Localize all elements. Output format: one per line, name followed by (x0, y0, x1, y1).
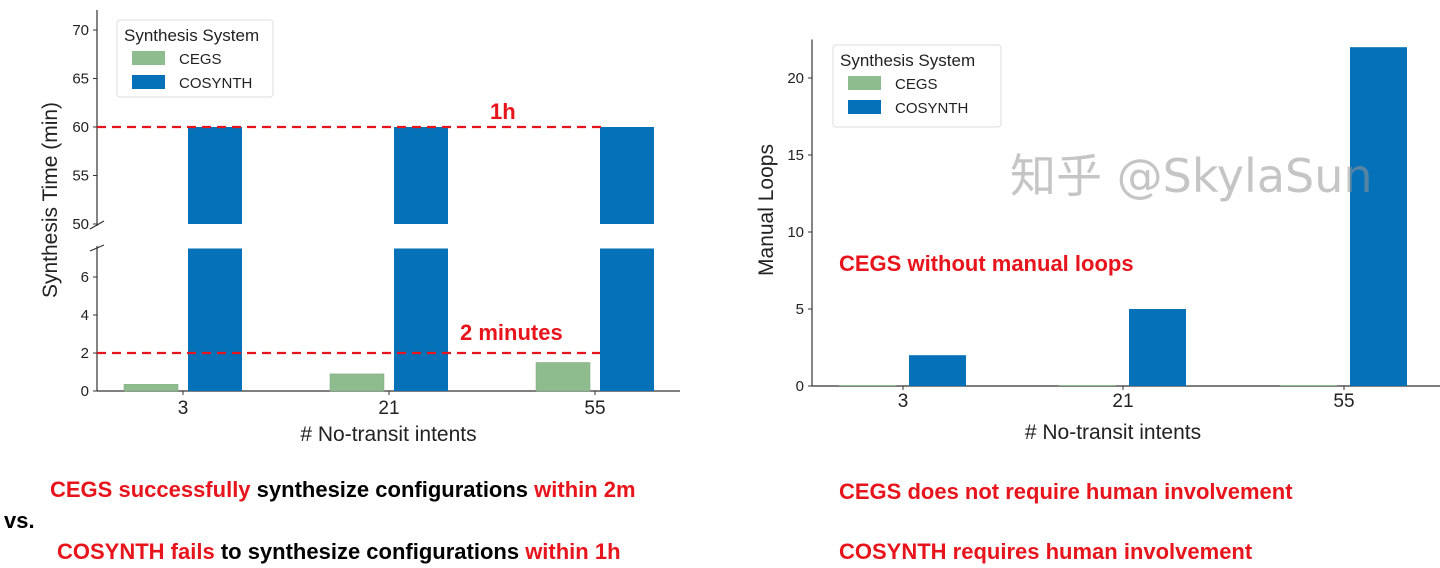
x-tick-label: 3 (898, 391, 909, 412)
bar-cegs-55 (535, 362, 591, 392)
legend-label-cosynth: COSYNTH (895, 100, 968, 117)
caption-right-line-1: CEGS does not require human involvement (839, 479, 1293, 504)
legend-label-cegs: CEGS (179, 51, 222, 68)
annotation-text: CEGS without manual loops (839, 251, 1134, 276)
legend-label-cegs: CEGS (895, 76, 938, 93)
y-tick-label: 70 (72, 22, 89, 39)
caption-right-line-2: COSYNTH requires human involvement (839, 539, 1252, 565)
caption-vs: vs. (4, 508, 35, 533)
caption-highlight: CEGS successfully (50, 477, 251, 502)
legend-label-cosynth: COSYNTH (179, 75, 252, 92)
x-tick-label: 55 (584, 398, 605, 419)
bar-cosynth-3 (909, 355, 966, 386)
y-tick-label: 55 (72, 168, 89, 185)
axis-break-mark (89, 220, 105, 230)
reference-label-1h: 1h (490, 99, 516, 124)
y-tick-label: 0 (796, 378, 804, 395)
caption-text: requires human involvement (946, 539, 1253, 564)
y-tick-label: 20 (787, 70, 804, 87)
y-tick-label: 10 (787, 224, 804, 241)
caption-highlight: within 1h (525, 539, 621, 564)
legend-swatch-cosynth (848, 100, 881, 114)
manual-loops-chart: 0 5 10 15 20 3 21 55 # No-transit intents Manual … (755, 39, 1440, 444)
y-tick-label: 4 (81, 307, 89, 324)
legend-swatch-cosynth (132, 75, 165, 89)
synthesis-time-chart: 50 55 60 65 70 0 2 4 6 3 21 55 # No-transit intents S… (39, 10, 680, 446)
y-axis-label: Synthesis Time (min) (39, 102, 62, 298)
x-tick-label: 21 (1112, 391, 1133, 412)
legend-title: Synthesis System (840, 51, 975, 70)
x-axis-label: # No-transit intents (1025, 421, 1201, 444)
caption-text: synthesize configurations (250, 477, 535, 502)
reference-label-2min: 2 minutes (460, 320, 563, 345)
y-tick-label: 0 (81, 383, 89, 400)
y-tick-label: 6 (81, 269, 89, 286)
caption-highlight: within 2m (534, 477, 636, 502)
y-tick-label: 65 (72, 71, 89, 88)
x-tick-label: 3 (178, 398, 189, 419)
legend-swatch-cegs (848, 76, 881, 90)
bar-cegs-21 (329, 373, 385, 392)
axis-break-mark (89, 244, 105, 252)
bar-cosynth-55 (1350, 47, 1407, 386)
watermark: 知乎 @SkylaSun (1010, 149, 1373, 203)
bar-cosynth-3-lower (188, 248, 242, 391)
legend-title: Synthesis System (124, 26, 259, 45)
caption-highlight: COSYNTH (839, 539, 947, 564)
bar-cosynth-3-upper (188, 127, 242, 224)
bar-cegs-55 (1280, 385, 1337, 386)
bar-cosynth-55-upper (600, 127, 654, 224)
bar-cosynth-21-lower (394, 248, 448, 391)
bar-cegs-3 (123, 384, 179, 392)
bar-cosynth-55-lower (600, 248, 654, 391)
bar-cegs-3 (839, 385, 896, 386)
y-tick-label: 15 (787, 147, 804, 164)
bar-cosynth-21-upper (394, 127, 448, 224)
x-axis-label: # No-transit intents (300, 423, 476, 446)
legend-swatch-cegs (132, 51, 165, 65)
y-tick-label: 60 (72, 119, 89, 136)
y-tick-label: 2 (81, 345, 89, 362)
bar-cosynth-21 (1129, 309, 1186, 386)
caption-text: to synthesize configurations (214, 539, 526, 564)
y-tick-label: 5 (796, 301, 804, 318)
x-tick-label: 21 (378, 398, 399, 419)
y-axis-label: Manual Loops (755, 144, 778, 276)
bar-cegs-21 (1059, 385, 1116, 386)
caption-left-line-1: CEGS successfully synthesize configurati… (50, 477, 636, 503)
y-tick-label: 50 (72, 216, 89, 233)
caption-highlight: COSYNTH fails (57, 539, 215, 564)
caption-left-line-2: COSYNTH fails to synthesize configuratio… (57, 539, 621, 565)
x-tick-label: 55 (1333, 391, 1354, 412)
